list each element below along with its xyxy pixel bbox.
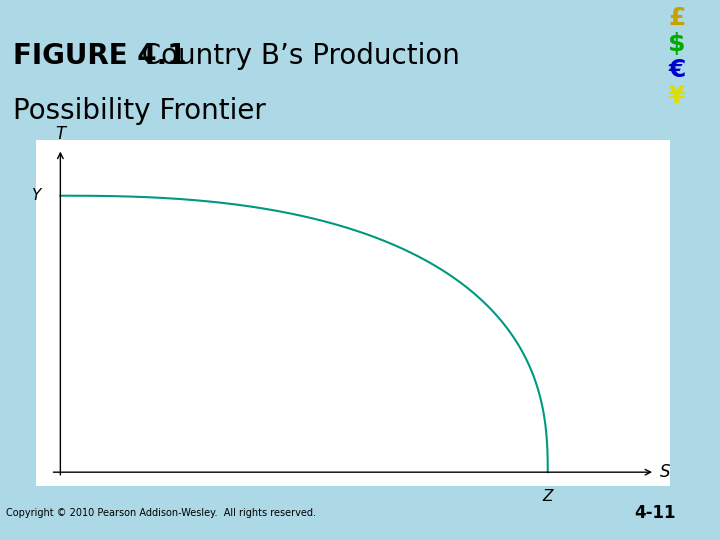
Text: Copyright © 2010 Pearson Addison-Wesley.  All rights reserved.: Copyright © 2010 Pearson Addison-Wesley.… [6,508,316,518]
Text: £: £ [668,6,685,30]
Text: Possibility Frontier: Possibility Frontier [13,97,266,125]
Text: Z: Z [542,489,553,504]
Text: ¥: ¥ [668,84,685,108]
Text: Y: Y [32,188,41,203]
Text: S: S [660,463,670,481]
Text: Country B’s Production: Country B’s Production [124,42,459,70]
Text: $: $ [668,32,685,56]
Text: €: € [668,58,685,82]
Text: T: T [55,125,66,143]
Text: FIGURE 4.1: FIGURE 4.1 [13,42,186,70]
Text: 4-11: 4-11 [634,504,676,522]
